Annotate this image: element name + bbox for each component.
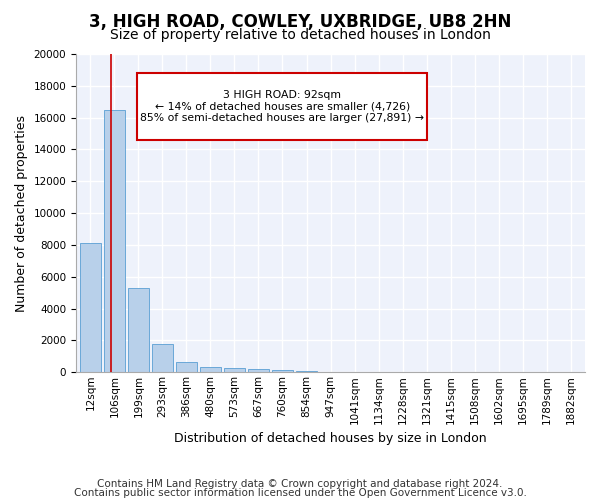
Bar (104, 110, 125, 372)
Bar (224, 368, 245, 372)
FancyBboxPatch shape (137, 73, 427, 140)
Bar (80, 244, 101, 372)
X-axis label: Distribution of detached houses by size in London: Distribution of detached houses by size … (174, 432, 487, 445)
Bar (176, 362, 197, 372)
Text: Contains public sector information licensed under the Open Government Licence v3: Contains public sector information licen… (74, 488, 526, 498)
Text: 3, HIGH ROAD, COWLEY, UXBRIDGE, UB8 2HN: 3, HIGH ROAD, COWLEY, UXBRIDGE, UB8 2HN (89, 12, 511, 30)
Text: 3 HIGH ROAD: 92sqm
← 14% of detached houses are smaller (4,726)
85% of semi-deta: 3 HIGH ROAD: 92sqm ← 14% of detached hou… (140, 90, 424, 123)
Text: Contains HM Land Registry data © Crown copyright and database right 2024.: Contains HM Land Registry data © Crown c… (97, 479, 503, 489)
Bar (248, 369, 269, 372)
Bar (152, 344, 173, 372)
Bar (200, 366, 221, 372)
Text: Size of property relative to detached houses in London: Size of property relative to detached ho… (110, 28, 490, 42)
Bar (128, 288, 149, 372)
Y-axis label: Number of detached properties: Number of detached properties (15, 114, 28, 312)
Bar (272, 370, 293, 372)
